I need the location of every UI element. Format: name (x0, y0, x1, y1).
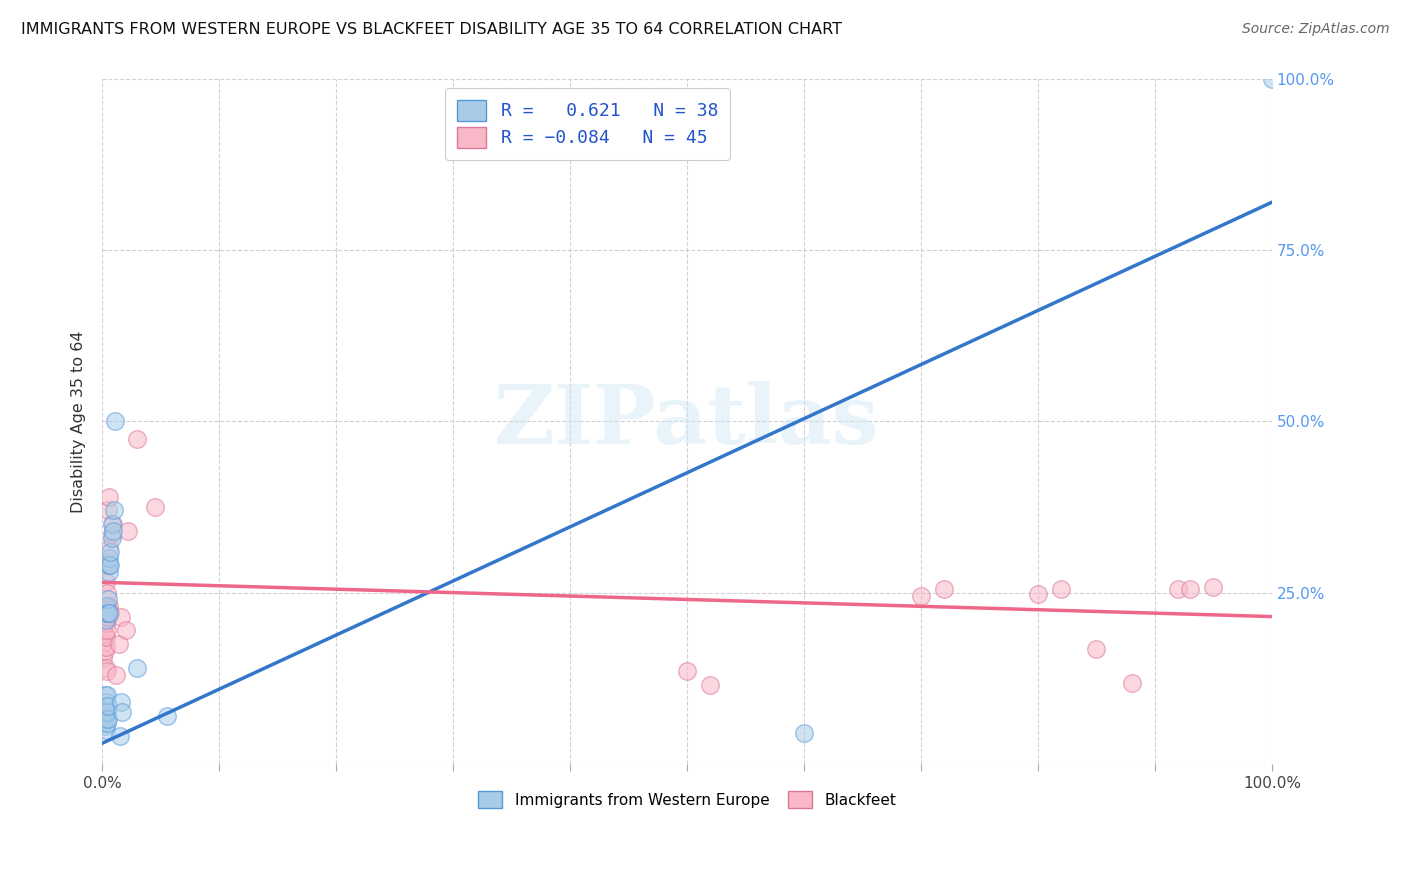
Point (97, 698, 120, 713)
Point (93, 709, 115, 723)
Point (98, 558, 121, 573)
Point (94, 603, 117, 617)
Point (1085, 641, 1108, 656)
Text: Source: ZipAtlas.com: Source: ZipAtlas.com (1241, 22, 1389, 37)
Point (1261, 72, 1284, 87)
Legend: Immigrants from Western Europe, Blackfeet: Immigrants from Western Europe, Blackfee… (472, 785, 903, 814)
Point (97, 712, 120, 726)
Point (94, 640, 117, 655)
Point (1121, 676, 1143, 690)
Point (97, 503, 120, 517)
Point (1202, 580, 1225, 594)
Point (96, 555, 118, 569)
Point (98, 599, 121, 614)
Point (101, 524, 124, 538)
Point (96, 689, 118, 703)
Point (111, 706, 134, 720)
Point (94, 712, 117, 726)
Point (1178, 582, 1201, 597)
Point (127, 432, 149, 446)
Point (114, 624, 136, 638)
Point (98, 551, 121, 566)
Point (94, 616, 117, 631)
Point (93, 609, 115, 624)
Point (793, 726, 815, 740)
Point (127, 661, 149, 675)
Point (699, 678, 721, 692)
Point (94, 723, 117, 737)
Point (93, 637, 115, 651)
Point (98, 606, 121, 620)
Point (1026, 587, 1049, 601)
Point (94, 695, 117, 709)
Point (93, 626, 115, 640)
Point (93, 624, 115, 638)
Point (93, 719, 115, 733)
Point (94, 575, 117, 590)
Point (117, 524, 139, 538)
Point (97, 558, 120, 573)
Point (676, 665, 699, 679)
Point (108, 730, 131, 744)
Point (96, 715, 118, 730)
Point (96, 624, 118, 638)
Point (98, 565, 121, 579)
Point (94, 630, 117, 644)
Point (101, 517, 124, 532)
Point (94, 599, 117, 614)
Point (934, 582, 956, 597)
Point (155, 709, 177, 723)
Point (93, 715, 115, 730)
Point (94, 661, 117, 675)
Point (96, 665, 118, 679)
Text: ZIPatlas: ZIPatlas (495, 382, 880, 461)
Point (100, 527, 122, 541)
Point (910, 589, 932, 603)
Point (100, 606, 122, 620)
Point (93, 650, 115, 665)
Point (1050, 582, 1073, 597)
Point (97, 606, 120, 620)
Point (96, 585, 118, 599)
Point (98, 490, 121, 504)
Point (96, 606, 118, 620)
Point (105, 667, 128, 681)
Point (96, 706, 118, 720)
Point (98, 541, 121, 555)
Point (107, 637, 129, 651)
Point (94, 613, 117, 627)
Point (93, 603, 115, 617)
Point (94, 706, 117, 720)
Point (110, 695, 132, 709)
Text: IMMIGRANTS FROM WESTERN EUROPE VS BLACKFEET DISABILITY AGE 35 TO 64 CORRELATION : IMMIGRANTS FROM WESTERN EUROPE VS BLACKF… (21, 22, 842, 37)
Point (143, 500, 166, 514)
Point (110, 609, 132, 624)
Point (100, 517, 122, 532)
Point (93, 689, 115, 703)
Point (93, 706, 115, 720)
Point (93, 698, 115, 713)
Point (100, 558, 122, 573)
Point (96, 599, 118, 614)
Y-axis label: Disability Age 35 to 64: Disability Age 35 to 64 (72, 330, 86, 513)
Point (104, 414, 127, 428)
Point (97, 609, 120, 624)
Point (97, 592, 120, 607)
Point (1167, 582, 1189, 597)
Point (103, 503, 125, 517)
Point (100, 544, 122, 558)
Point (100, 531, 122, 545)
Point (93, 644, 115, 658)
